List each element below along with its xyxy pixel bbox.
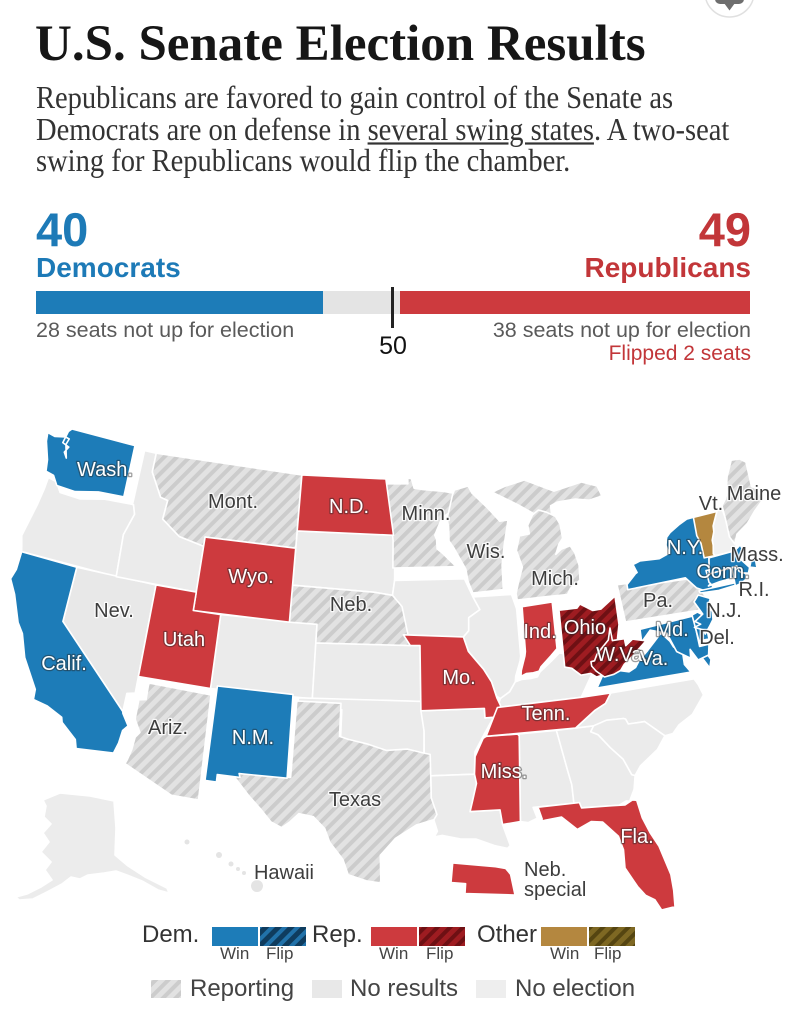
svg-text:Hawaii: Hawaii bbox=[254, 862, 314, 884]
svg-text:Neb.: Neb. bbox=[330, 594, 372, 616]
svg-text:N.M.: N.M. bbox=[232, 727, 274, 749]
svg-text:Wyo.: Wyo. bbox=[228, 566, 273, 588]
svg-text:N.J.: N.J. bbox=[706, 600, 742, 622]
svg-text:Mass.: Mass. bbox=[730, 544, 783, 566]
svg-text:Mont.: Mont. bbox=[208, 491, 258, 513]
svg-text:Vt.: Vt. bbox=[699, 493, 723, 515]
svg-text:Nev.: Nev. bbox=[94, 600, 134, 622]
svg-text:Md.: Md. bbox=[655, 619, 688, 641]
svg-text:Calif.: Calif. bbox=[41, 653, 87, 675]
svg-text:Va.: Va. bbox=[640, 648, 669, 670]
svg-text:Del.: Del. bbox=[699, 627, 735, 649]
svg-text:Neb.: Neb. bbox=[524, 859, 566, 881]
svg-text:Wash.: Wash. bbox=[77, 459, 133, 481]
svg-text:Pa.: Pa. bbox=[643, 590, 673, 612]
svg-text:R.I.: R.I. bbox=[738, 579, 769, 601]
svg-text:Ind.: Ind. bbox=[523, 621, 556, 643]
svg-text:Fla.: Fla. bbox=[620, 826, 653, 848]
svg-text:Ariz.: Ariz. bbox=[148, 717, 188, 739]
svg-text:Texas: Texas bbox=[329, 789, 381, 811]
svg-text:special: special bbox=[524, 879, 586, 901]
svg-text:Mich.: Mich. bbox=[531, 568, 579, 590]
svg-text:Mo.: Mo. bbox=[442, 667, 475, 689]
svg-text:Ohio: Ohio bbox=[564, 617, 606, 639]
svg-text:Miss.: Miss. bbox=[481, 761, 528, 783]
svg-text:Wis.: Wis. bbox=[467, 541, 506, 563]
svg-text:Minn.: Minn. bbox=[402, 503, 451, 525]
svg-text:N.Y.: N.Y. bbox=[667, 537, 703, 559]
svg-text:Conn.: Conn. bbox=[696, 561, 749, 583]
svg-text:Maine: Maine bbox=[727, 483, 781, 505]
svg-text:Tenn.: Tenn. bbox=[522, 703, 571, 725]
svg-text:N.D.: N.D. bbox=[329, 496, 369, 518]
svg-text:Utah: Utah bbox=[163, 629, 205, 651]
svg-text:W.Va.: W.Va. bbox=[596, 644, 648, 666]
